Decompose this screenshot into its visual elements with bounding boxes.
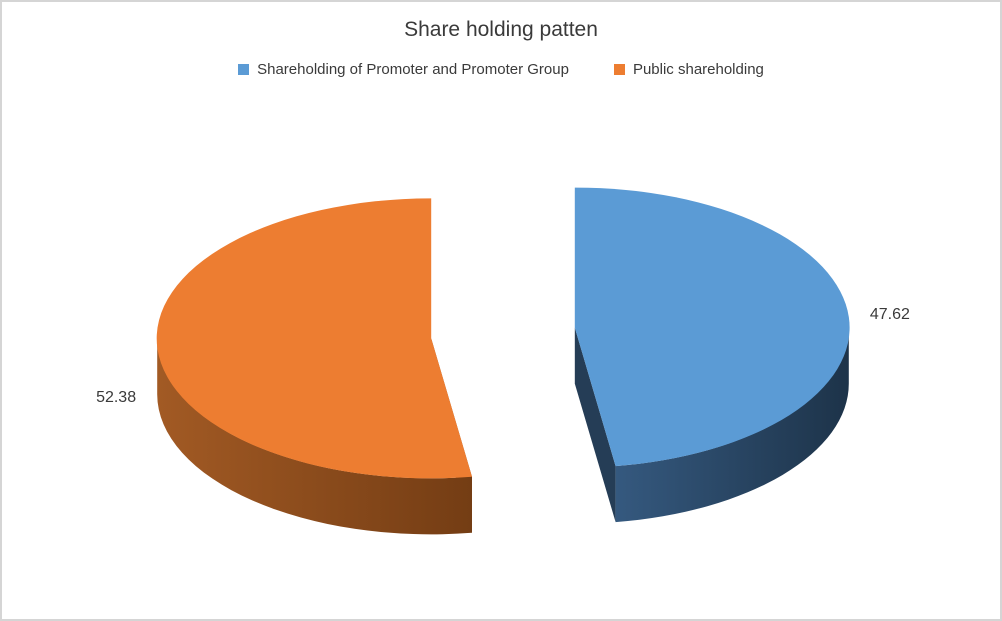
data-label: 52.38: [96, 389, 136, 406]
pie-slice-cut-face: [574, 327, 616, 523]
legend-label: Public shareholding: [632, 61, 764, 78]
legend-swatch-icon: [613, 64, 625, 75]
legend-item-promoter: Shareholding of Promoter and Promoter Gr…: [238, 61, 569, 78]
pie-slice-rim: [157, 338, 472, 535]
legend-swatch-icon: [238, 64, 250, 75]
pie-slice-top: [156, 198, 472, 479]
chart-legend: Shareholding of Promoter and Promoter Gr…: [2, 61, 1000, 78]
legend-label: Shareholding of Promoter and Promoter Gr…: [257, 61, 569, 78]
legend-item-public: Public shareholding: [613, 61, 764, 78]
chart-title: Share holding patten: [404, 18, 598, 41]
data-label: 47.62: [870, 306, 910, 323]
pie-slice-top: [574, 187, 850, 467]
pie-slice-rim: [615, 327, 849, 523]
